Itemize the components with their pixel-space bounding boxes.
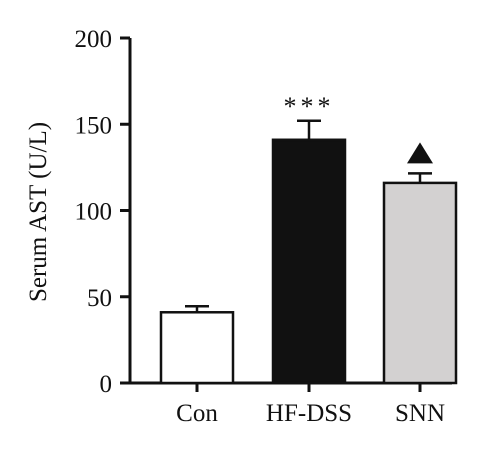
x-tick-label: SNN — [395, 400, 445, 427]
y-tick-label: 100 — [75, 199, 113, 226]
plot-area: 0 50 100 150 200 Con HF-DSS SNN *** ▲ — [75, 26, 458, 427]
x-tick-label: Con — [176, 400, 218, 427]
y-tick-label: 50 — [87, 285, 112, 312]
y-axis-label: Serum AST (U/L) — [25, 122, 52, 302]
bar — [382, 181, 458, 385]
y-tick-label: 200 — [75, 26, 113, 53]
bar — [159, 311, 235, 385]
y-tick-label: 0 — [100, 371, 113, 398]
bar — [271, 138, 347, 385]
significance-marker — [407, 142, 433, 164]
y-tick-label: 150 — [75, 112, 113, 139]
significance-label: ▲ — [407, 138, 433, 167]
x-tick-label: HF-DSS — [266, 400, 352, 427]
significance-label: *** — [284, 92, 335, 121]
